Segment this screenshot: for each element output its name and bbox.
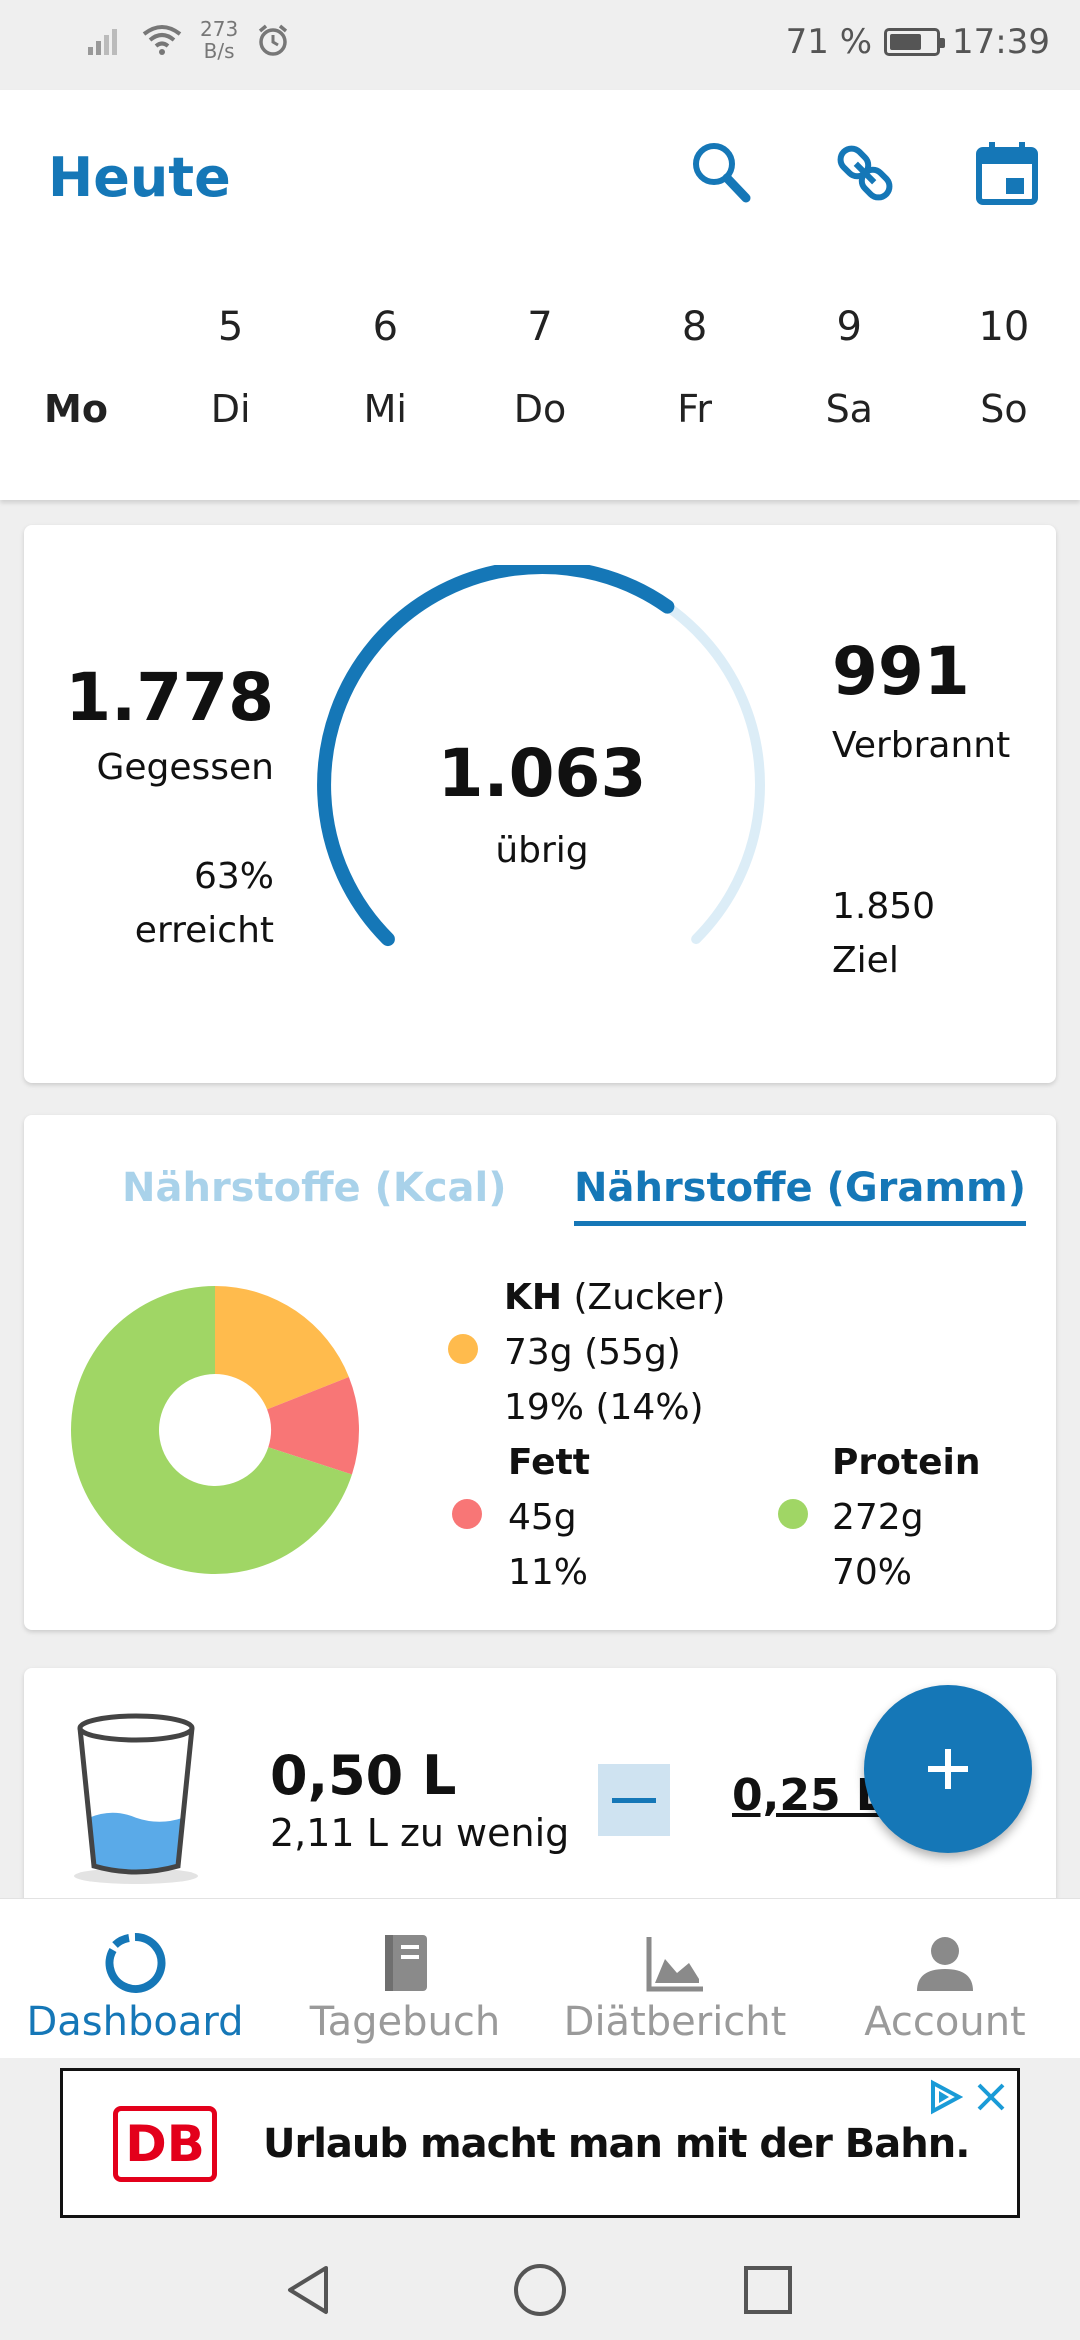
nutrients-card: Nährstoffe (Kcal) Nährstoffe (Gramm) KH … (24, 1115, 1056, 1630)
diary-book-icon (385, 1935, 427, 1991)
day-number: 4 (24, 275, 128, 379)
ad-text: Urlaub macht man mit der Bahn. (263, 2121, 970, 2167)
donut-slice-protein (71, 1286, 352, 1574)
donut-slice-kh (215, 1286, 349, 1410)
tab-nutrients-gramm[interactable]: Nährstoffe (Gramm) (574, 1165, 1027, 1226)
nav-label: Diätbericht (563, 1999, 787, 2045)
net-speed: 273 B/s (200, 17, 239, 63)
db-logo: DB (113, 2106, 217, 2182)
plus-icon (928, 1749, 968, 1789)
nav-label: Account (864, 1999, 1026, 2045)
nav-label: Dashboard (26, 1999, 244, 2045)
kh-legend: KH (Zucker) 73g (55g) 19% (14%) (504, 1277, 726, 1428)
status-bar: 273 B/s 71 % 17:39 (0, 0, 1080, 90)
nav-diaetbericht[interactable]: Diätbericht (540, 1899, 810, 2059)
day-label: So (980, 387, 1028, 431)
fett-legend-dot (452, 1499, 482, 1529)
day-label: Di (210, 387, 251, 431)
kh-legend-dot (448, 1334, 478, 1364)
donut-slice-fett (267, 1376, 359, 1475)
ad-close-icon[interactable] (973, 2079, 1009, 2115)
day-label: Sa (825, 387, 873, 431)
day-number: 10 (978, 304, 1030, 350)
recents-icon[interactable] (738, 2260, 798, 2320)
week-day-selector: 4 Mo 5 Di 6 Mi 7 Do 8 Fr 9 Sa 10 So (0, 275, 1080, 431)
signal-icon (88, 29, 117, 55)
day-label: Mo (44, 387, 108, 431)
nav-account[interactable]: Account (810, 1899, 1080, 2059)
calendar-icon[interactable] (972, 138, 1042, 208)
page-title: Heute (48, 146, 231, 209)
burned-value: 991 (832, 633, 970, 710)
day-sa[interactable]: 9 Sa (797, 275, 901, 431)
day-number: 7 (527, 304, 553, 350)
ad-banner[interactable]: DB Urlaub macht man mit der Bahn. (60, 2068, 1020, 2218)
bottom-navigation: Dashboard Tagebuch Diätbericht Account (0, 1898, 1080, 2058)
person-icon (917, 1937, 973, 1991)
alarm-icon (259, 24, 288, 56)
percent-reached: 63% erreicht (134, 856, 274, 951)
day-so[interactable]: 10 So (952, 275, 1056, 431)
protein-legend: Protein 272g 70% (832, 1442, 981, 1593)
system-navigation-bar (0, 2230, 1080, 2340)
day-mi[interactable]: 6 Mi (333, 275, 437, 431)
tab-nutrients-kcal[interactable]: Nährstoffe (Kcal) (122, 1165, 507, 1211)
wifi-icon (142, 25, 182, 55)
remaining-label: übrig (495, 830, 589, 871)
back-icon[interactable] (278, 2260, 338, 2320)
day-number: 6 (372, 304, 399, 350)
water-amount: 0,50 L (270, 1744, 457, 1807)
day-do[interactable]: 7 Do (488, 275, 592, 431)
nav-dashboard[interactable]: Dashboard (0, 1899, 270, 2059)
remaining-value: 1.063 (437, 735, 647, 812)
day-number: 5 (217, 304, 244, 350)
day-label: Do (513, 387, 567, 431)
eaten-label: Gegessen (96, 747, 274, 788)
app-header: Heute 4 Mo 5 Di 6 Mi 7 Do 8 Fr 9 Sa 10 So (0, 90, 1080, 500)
macro-donut-chart (71, 1286, 359, 1574)
clock: 17:39 (952, 22, 1050, 62)
ad-choices-icon[interactable] (927, 2079, 963, 2115)
area-chart-icon (646, 1937, 703, 1992)
eaten-value: 1.778 (65, 659, 274, 736)
day-number: 8 (681, 304, 708, 350)
home-icon[interactable] (510, 2260, 570, 2320)
water-deficit: 2,11 L zu wenig (270, 1811, 570, 1855)
water-step-value[interactable]: 0,25 L (732, 1770, 884, 1821)
search-icon[interactable] (686, 138, 756, 208)
nav-tagebuch[interactable]: Tagebuch (270, 1899, 540, 2059)
day-di[interactable]: 5 Di (179, 275, 283, 431)
water-decrease-button[interactable] (598, 1764, 670, 1836)
dashboard-icon (105, 1932, 166, 1993)
burned-label: Verbrannt (832, 725, 1011, 766)
day-fr[interactable]: 8 Fr (643, 275, 747, 431)
calorie-summary-card[interactable]: 1.778 Gegessen 63% erreicht 1.063 übrig … (24, 525, 1056, 1083)
minus-icon (612, 1797, 656, 1803)
protein-legend-dot (778, 1499, 808, 1529)
water-glass-icon (74, 1713, 198, 1884)
day-mo[interactable]: 4 Mo (24, 275, 128, 431)
link-icon[interactable] (830, 138, 900, 208)
day-label: Fr (677, 387, 712, 431)
add-entry-button[interactable] (864, 1685, 1032, 1853)
battery-icon (884, 28, 946, 56)
goal: 1.850 Ziel (832, 886, 936, 981)
calorie-gauge (317, 565, 765, 947)
day-number: 9 (836, 304, 862, 350)
day-label: Mi (363, 387, 407, 431)
nav-label: Tagebuch (309, 1999, 501, 2045)
fett-legend: Fett 45g 11% (508, 1442, 590, 1593)
battery-percent: 71 % (785, 22, 873, 62)
